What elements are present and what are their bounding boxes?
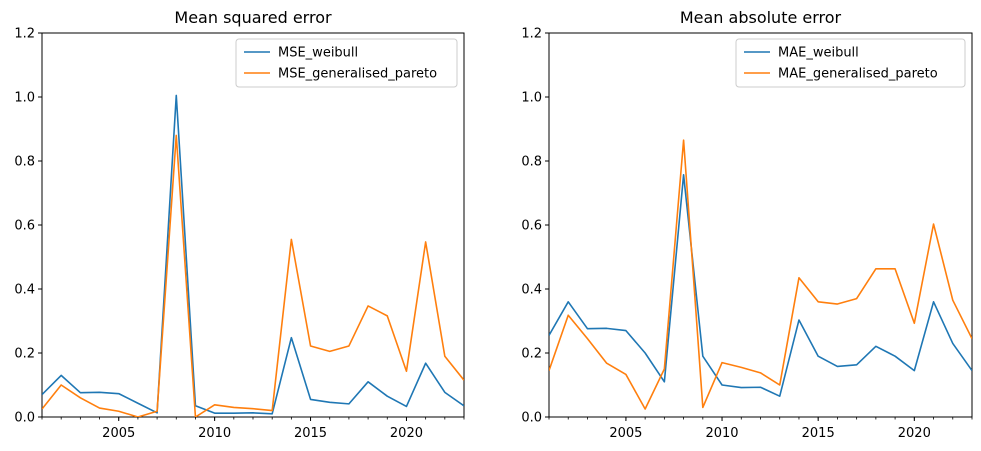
legend-box	[735, 38, 966, 88]
x-tick-label: 2020	[390, 426, 423, 441]
legend-label: MSE_generalised_pareto	[278, 67, 437, 82]
series-line	[42, 94, 464, 415]
y-tick-label: 0.8	[14, 155, 35, 170]
y-tick-label: 1.2	[521, 27, 542, 42]
legend: MAE_weibull MAE_generalised_pareto	[735, 38, 966, 88]
chart-title: Mean absolute error	[680, 8, 842, 27]
series-line	[42, 134, 464, 417]
x-tick-label: 2015	[294, 426, 327, 441]
y-tick-label: 0.2	[521, 347, 542, 362]
y-tick-label: 0.0	[14, 411, 35, 426]
y-tick-label: 1.2	[14, 27, 35, 42]
chart-title: Mean squared error	[174, 8, 332, 27]
x-tick-label: 2005	[102, 426, 135, 441]
y-tick-label: 0.6	[14, 219, 35, 234]
legend: MSE_weibull MSE_generalised_pareto	[235, 38, 458, 88]
y-tick-label: 1.0	[521, 91, 542, 106]
series-line	[549, 139, 972, 410]
legend-box	[235, 38, 458, 88]
y-tick-label: 0.2	[14, 347, 35, 362]
y-tick-label: 0.4	[521, 283, 542, 298]
y-tick-label: 1.0	[14, 91, 35, 106]
series-line	[549, 173, 972, 398]
x-tick-label: 2010	[198, 426, 231, 441]
plot-frame	[548, 32, 973, 418]
x-tick-label: 2020	[898, 426, 931, 441]
legend-label: MAE_weibull	[778, 46, 859, 61]
y-tick-label: 0.0	[521, 411, 542, 426]
plot-frame	[41, 32, 465, 418]
mae-chart: Mean absolute error 0.0 0.2 0.4 0.6 0.8 1.0 1.…	[521, 8, 973, 441]
y-tick-label: 0.4	[14, 283, 35, 298]
x-tick-label: 2015	[802, 426, 835, 441]
legend-label: MAE_generalised_pareto	[778, 67, 938, 82]
y-tick-label: 0.8	[521, 155, 542, 170]
legend-label: MSE_weibull	[278, 46, 358, 61]
x-tick-label: 2010	[705, 426, 738, 441]
mse-chart: Mean squared error 0.0 0.2 0.4 0.6 0.8 1.0 1.2…	[14, 8, 465, 441]
x-tick-label: 2005	[609, 426, 642, 441]
y-tick-label: 0.6	[521, 219, 542, 234]
